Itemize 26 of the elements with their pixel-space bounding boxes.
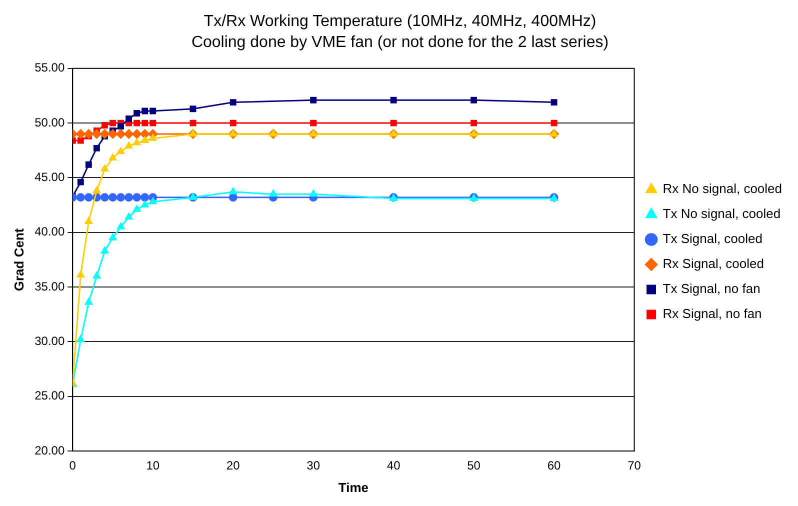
- x-tick-label: 60: [547, 458, 562, 473]
- y-tick-label: 30.00: [34, 334, 65, 348]
- x-tick-label: 30: [306, 458, 320, 473]
- y-tick-label: 35.00: [34, 279, 65, 294]
- chart-subtitle: Cooling done by VME fan (or not done for the 2 last series): [191, 34, 609, 52]
- legend-label: Tx Signal, no fan: [662, 281, 760, 296]
- chart-title: Tx/Rx Working Temperature (10MHz, 40MHz, 400MHz): [204, 13, 596, 30]
- legend-label: Rx Signal, no fan: [662, 306, 762, 322]
- x-tick-label: 40: [386, 458, 401, 473]
- x-tick-label: 50: [467, 458, 481, 473]
- x-tick-label: 70: [628, 458, 642, 473]
- y-tick-label: 50.00: [34, 115, 65, 130]
- x-tick-label: 0: [69, 458, 76, 473]
- y-axis-title: Grad Cent: [11, 228, 26, 292]
- legend-label: Tx Signal, cooled: [662, 231, 763, 246]
- y-tick-label: 45.00: [34, 170, 65, 184]
- legend-label: Rx No signal, cooled: [662, 181, 782, 196]
- y-tick-label: 25.00: [34, 388, 65, 403]
- y-tick-label: 55.00: [34, 60, 65, 75]
- legend-label: Rx Signal, cooled: [662, 256, 764, 272]
- x-tick-label: 10: [146, 458, 160, 473]
- legend-label: Tx No signal, cooled: [662, 206, 781, 222]
- x-tick-label: 20: [226, 458, 240, 473]
- y-tick-label: 40.00: [34, 224, 65, 239]
- y-tick-label: 20.00: [34, 443, 65, 458]
- x-axis-title: Time: [338, 480, 369, 495]
